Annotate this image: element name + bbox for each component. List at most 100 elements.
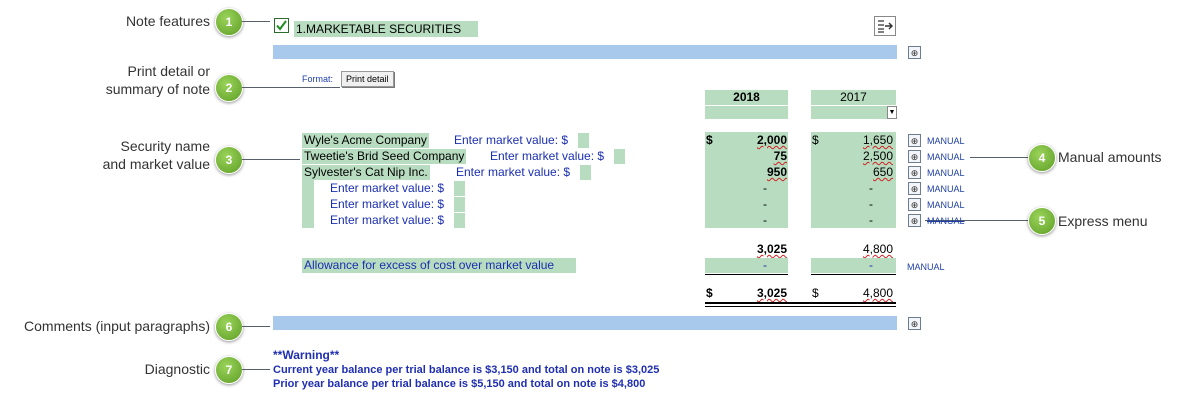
callout-badge-5: 5 bbox=[1028, 207, 1056, 235]
express-menu-icon-row-3[interactable]: ⊕ bbox=[908, 182, 921, 195]
current-amount-5[interactable]: - bbox=[763, 213, 767, 227]
callout-print-detail: Print detail or summary of note bbox=[60, 62, 210, 98]
total-current-dollar: $ bbox=[706, 286, 713, 300]
prior-year-column bbox=[811, 132, 896, 228]
market-value-input-4[interactable] bbox=[454, 197, 465, 212]
market-value-input-1[interactable] bbox=[614, 149, 625, 164]
callout-leader-3 bbox=[242, 159, 300, 160]
market-value-prompt-4: Enter market value: $ bbox=[330, 197, 445, 211]
prior-amount-4[interactable]: - bbox=[869, 197, 873, 211]
total-prior: 4,800 bbox=[862, 286, 893, 300]
express-menu-icon-row-5[interactable]: ⊕ bbox=[908, 214, 921, 227]
express-menu-icon-row-2[interactable]: ⊕ bbox=[908, 166, 921, 179]
market-value-prompt-1: Enter market value: $ bbox=[490, 149, 605, 163]
callout-badge-7: 7 bbox=[215, 356, 243, 384]
allowance-prior-cell bbox=[811, 258, 896, 273]
manual-flag-1: MANUAL bbox=[927, 152, 965, 162]
diagnostic-heading: **Warning** bbox=[273, 348, 340, 362]
callout-badge-4: 4 bbox=[1028, 144, 1056, 172]
current-amount-4[interactable]: - bbox=[763, 197, 767, 211]
dropdown-arrow-icon[interactable]: ▼ bbox=[887, 106, 897, 119]
market-value-input-2[interactable] bbox=[580, 165, 591, 180]
diagnostic-line-2: Prior year balance per trial balance is … bbox=[273, 378, 646, 390]
callout-print-detail-line2: summary of note bbox=[105, 81, 210, 97]
express-menu-icon[interactable]: ⊕ bbox=[908, 46, 921, 59]
total-prior-dollar: $ bbox=[812, 286, 819, 300]
callout-manual-amounts: Manual amounts bbox=[1058, 149, 1162, 165]
allowance-underline-current bbox=[705, 274, 788, 275]
market-value-prompt-3: Enter market value: $ bbox=[330, 181, 445, 195]
callout-security-name: Security name and market value bbox=[60, 137, 210, 173]
note-checkbox[interactable] bbox=[274, 18, 289, 33]
allowance-manual-flag: MANUAL bbox=[907, 262, 945, 272]
market-value-input-3[interactable] bbox=[454, 181, 465, 196]
market-value-input-5[interactable] bbox=[454, 213, 465, 228]
subtotal-current: 3,025 bbox=[756, 242, 787, 256]
print-detail-button[interactable]: Print detail bbox=[341, 71, 394, 87]
current-amount-3[interactable]: - bbox=[763, 181, 767, 195]
current-dollar-sign-0: $ bbox=[706, 133, 713, 147]
current-year-column bbox=[705, 132, 788, 228]
manual-flag-5: MANUAL bbox=[927, 216, 965, 226]
manual-flag-0: MANUAL bbox=[927, 136, 965, 146]
manual-flag-3: MANUAL bbox=[927, 184, 965, 194]
callout-leader-6 bbox=[242, 326, 270, 327]
year-header-current-sub bbox=[705, 106, 788, 119]
market-value-prompt-0: Enter market value: $ bbox=[454, 133, 569, 147]
prior-dollar-sign-0: $ bbox=[812, 133, 819, 147]
express-menu-icon-row-0[interactable]: ⊕ bbox=[908, 134, 921, 147]
allowance-underline-prior bbox=[811, 274, 896, 275]
prior-amount-2[interactable]: 650 bbox=[872, 165, 893, 179]
total-current: 3,025 bbox=[756, 286, 787, 300]
security-name-2[interactable]: Sylvester's Cat Nip Inc. bbox=[302, 165, 430, 180]
blank-names-column bbox=[302, 180, 314, 228]
current-amount-0[interactable]: 2,000 bbox=[756, 133, 787, 147]
export-icon[interactable] bbox=[874, 16, 896, 36]
market-value-prompt-5: Enter market value: $ bbox=[330, 213, 445, 227]
callout-leader-7 bbox=[242, 369, 270, 370]
comments-paragraph[interactable] bbox=[273, 316, 897, 330]
callout-badge-6: 6 bbox=[215, 313, 243, 341]
callout-security-name-line2: and market value bbox=[102, 156, 210, 172]
allowance-prior[interactable]: - bbox=[869, 258, 873, 272]
prior-amount-1[interactable]: 2,500 bbox=[862, 149, 893, 163]
manual-flag-4: MANUAL bbox=[927, 200, 965, 210]
total-double-underline bbox=[705, 302, 896, 307]
callout-note-features: Note features bbox=[125, 13, 210, 29]
subtotal-prior: 4,800 bbox=[862, 242, 893, 256]
callout-express-menu: Express menu bbox=[1058, 213, 1148, 229]
express-menu-icon-comments[interactable]: ⊕ bbox=[908, 317, 921, 330]
format-label: Format: bbox=[302, 74, 334, 84]
security-name-1[interactable]: Tweetie's Brid Seed Company bbox=[302, 149, 467, 164]
allowance-label[interactable]: Allowance for excess of cost over market… bbox=[302, 258, 576, 273]
callout-leader-4 bbox=[970, 157, 1028, 158]
allowance-current[interactable]: - bbox=[763, 258, 767, 272]
callout-comments: Comments (input paragraphs) bbox=[24, 318, 210, 334]
year-header-current: 2018 bbox=[705, 90, 788, 105]
callout-leader-2 bbox=[242, 87, 340, 88]
allowance-current-cell bbox=[705, 258, 788, 273]
market-value-input-0[interactable] bbox=[578, 133, 589, 148]
prior-amount-0[interactable]: 1,650 bbox=[862, 133, 893, 147]
note-title[interactable]: 1.MARKETABLE SECURITIES bbox=[294, 21, 478, 37]
callout-print-detail-line1: Print detail or bbox=[127, 63, 210, 79]
checkmark-icon bbox=[276, 20, 287, 31]
prior-amount-3[interactable]: - bbox=[869, 181, 873, 195]
express-menu-icon-row-1[interactable]: ⊕ bbox=[908, 150, 921, 163]
year-header-prior: 2017 bbox=[811, 90, 896, 105]
callout-security-name-line1: Security name bbox=[120, 138, 210, 154]
security-name-0[interactable]: Wyle's Acme Company bbox=[302, 133, 429, 148]
callout-badge-1: 1 bbox=[215, 8, 243, 36]
callout-badge-2: 2 bbox=[215, 74, 243, 102]
current-amount-2[interactable]: 950 bbox=[766, 165, 787, 179]
market-value-prompt-2: Enter market value: $ bbox=[456, 165, 571, 179]
prior-amount-5[interactable]: - bbox=[869, 213, 873, 227]
express-menu-icon-row-4[interactable]: ⊕ bbox=[908, 198, 921, 211]
callout-badge-3: 3 bbox=[215, 146, 243, 174]
manual-flag-2: MANUAL bbox=[927, 168, 965, 178]
callout-leader-5 bbox=[925, 220, 1028, 221]
current-amount-1[interactable]: 75 bbox=[773, 149, 787, 163]
callout-diagnostic: Diagnostic bbox=[144, 361, 210, 377]
year-header-prior-sub bbox=[811, 106, 887, 119]
note-header-paragraph[interactable] bbox=[273, 45, 897, 59]
